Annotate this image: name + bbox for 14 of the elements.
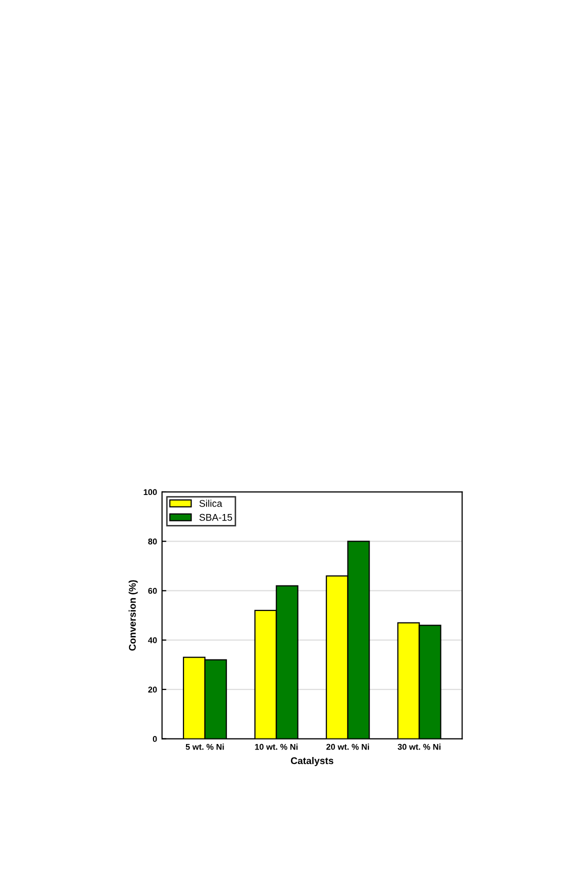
x-tick-label: 5 wt. % Ni [186,744,224,750]
x-axis-title: Catalysts [290,757,334,766]
y-axis-title: Conversion (%) [128,580,138,651]
y-tick-label: 0 [152,736,157,742]
x-tick-label: 10 wt. % Ni [255,744,298,750]
y-tick-label: 20 [148,686,157,693]
y-tick-label: 40 [148,637,157,644]
x-tick-label: 30 wt. % Ni [398,744,440,750]
y-tick-label: 60 [148,588,157,594]
x-tick-label: 20 wt. % Ni [326,744,369,750]
legend-label: Silica [199,500,222,507]
y-tick-label: 100 [144,489,157,496]
legend-label: SBA-15 [199,514,232,521]
y-tick-label: 80 [148,538,157,544]
